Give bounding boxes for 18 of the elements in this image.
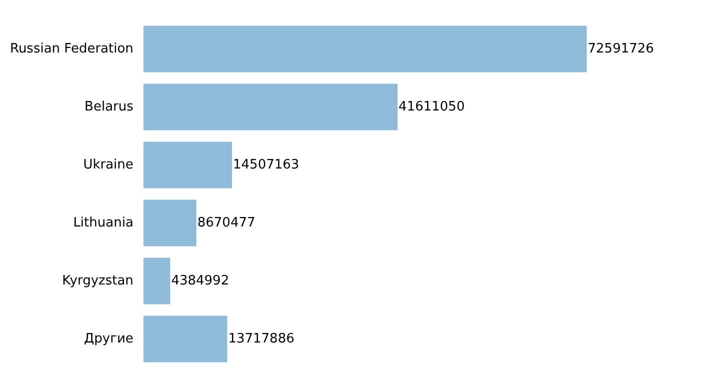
y-tick-label: Russian Federation bbox=[10, 41, 134, 56]
data-label: 41611050 bbox=[398, 99, 465, 114]
data-label: 14507163 bbox=[233, 157, 300, 172]
y-tick-label: Belarus bbox=[84, 99, 134, 114]
data-label: 13717886 bbox=[228, 331, 294, 346]
y-tick-label: Другие bbox=[84, 331, 134, 346]
y-tick-label: Kyrgyzstan bbox=[62, 273, 134, 288]
bar bbox=[143, 142, 232, 188]
bar bbox=[143, 84, 398, 130]
bar bbox=[143, 258, 170, 304]
y-tick-label: Lithuania bbox=[73, 215, 134, 230]
data-label: 72591726 bbox=[588, 41, 654, 56]
bar bbox=[143, 26, 587, 72]
data-label: 4384992 bbox=[171, 273, 230, 288]
data-label: 8670477 bbox=[197, 215, 256, 230]
y-tick-label: Ukraine bbox=[83, 157, 134, 172]
bar bbox=[143, 200, 196, 246]
bar bbox=[143, 316, 228, 362]
